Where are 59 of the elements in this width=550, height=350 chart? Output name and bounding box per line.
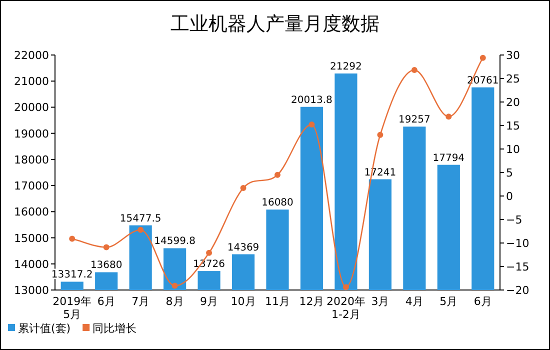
y-tick-label: 18000 xyxy=(14,153,49,166)
point xyxy=(240,185,246,192)
y-tick-label: 22000 xyxy=(14,49,49,62)
x-tick-label: 7月 xyxy=(132,295,150,308)
point xyxy=(308,122,315,128)
x-tick-label: 10月 xyxy=(230,295,256,308)
y2-tick-label: −5 xyxy=(506,214,522,226)
point xyxy=(206,250,212,256)
y2-tick-label: −15 xyxy=(506,260,530,274)
y-tick-label: 16000 xyxy=(14,206,49,219)
x-tick-label: 3月 xyxy=(371,295,390,308)
y-tick-label: 13000 xyxy=(14,284,49,297)
data-label: 21292 xyxy=(330,61,362,72)
data-label: 14369 xyxy=(227,242,260,254)
data-label: 16080 xyxy=(262,198,294,209)
x-tick-label: 11月 xyxy=(265,295,290,308)
point xyxy=(446,114,452,120)
y2-tick-label: 20 xyxy=(506,96,520,109)
data-label: 14599.8 xyxy=(154,236,196,248)
x-tick-label: 2019年 5月 xyxy=(52,295,92,321)
y2-tick-label: 15 xyxy=(506,120,520,132)
point xyxy=(274,172,280,178)
y2-tick-label: 5 xyxy=(506,166,513,180)
point xyxy=(138,226,144,233)
data-label: 15477.5 xyxy=(120,213,162,224)
data-label: 13680 xyxy=(90,260,122,272)
point xyxy=(342,284,349,290)
y2-tick-label: 25 xyxy=(506,72,520,86)
data-label: 17794 xyxy=(432,152,465,164)
y-tick-label: 17000 xyxy=(14,180,49,193)
point xyxy=(411,67,418,74)
x-tick-label: 4月 xyxy=(405,295,424,308)
y2-tick-label: 0 xyxy=(506,190,513,203)
x-tick-label: 5月 xyxy=(440,295,458,308)
x-tick-label: 12月 xyxy=(299,295,324,308)
y-tick-label: 14000 xyxy=(14,258,49,271)
y2-tick-label: 30 xyxy=(506,49,520,62)
y-tick-label: 19000 xyxy=(14,127,49,140)
y-tick-label: 15000 xyxy=(14,232,49,245)
chart-title: 工业机器人产量月度数据 xyxy=(170,13,380,35)
point xyxy=(103,244,110,250)
point xyxy=(69,236,76,242)
x-tick-label: 2020年 1-2月 xyxy=(326,295,366,321)
data-label: 20013.8 xyxy=(291,94,332,106)
y2-tick-label: −10 xyxy=(506,237,530,250)
y-tick-label: 20000 xyxy=(14,101,49,114)
point xyxy=(377,132,384,138)
x-tick-label: 6月 xyxy=(474,295,492,308)
y-tick-label: 21000 xyxy=(14,75,49,88)
x-tick-label: 8月 xyxy=(166,295,184,308)
data-label: 19257 xyxy=(398,114,430,126)
y2-tick-label: −20 xyxy=(506,284,530,297)
y2-tick-label: 10 xyxy=(506,143,520,156)
legend-label: 累计值(套) xyxy=(18,322,71,335)
point xyxy=(172,282,178,289)
legend-label: 同比增长 xyxy=(92,322,137,335)
x-tick-label: 6月 xyxy=(97,295,116,308)
point xyxy=(480,54,486,61)
x-tick-label: 9月 xyxy=(200,295,218,308)
